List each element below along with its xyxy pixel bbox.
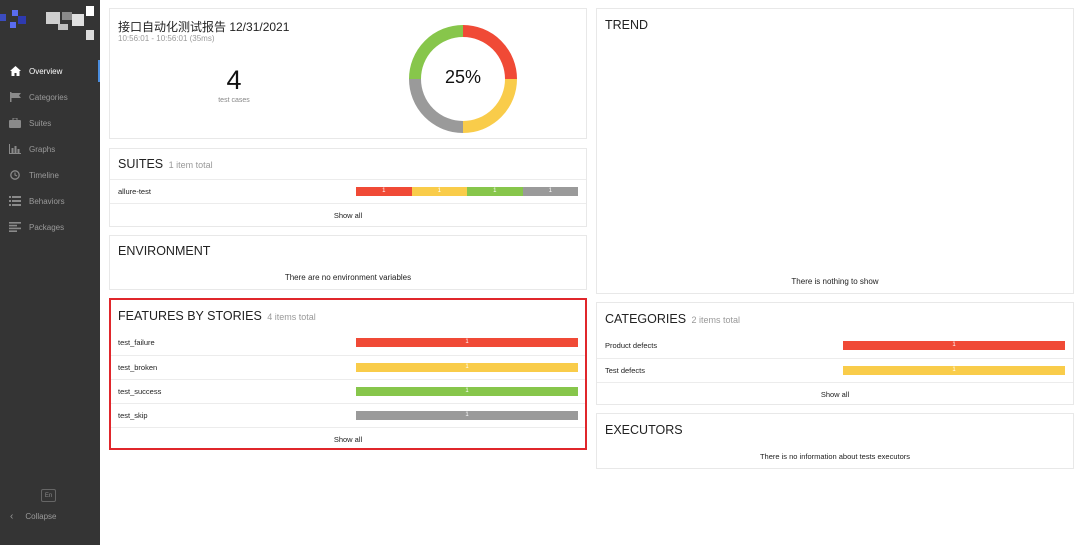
category-name: Test defects (605, 366, 646, 375)
clock-icon (8, 169, 22, 181)
executors-message: There is no information about tests exec… (759, 452, 911, 461)
list-icon (8, 195, 22, 207)
summary-widget: 接口自动化测试报告 12/31/2021 10:56:01 - 10:56:01… (109, 8, 587, 139)
feature-status-bar: 1 (356, 363, 578, 372)
table-row[interactable]: test_success 1 (111, 379, 585, 403)
sidebar-item-label: Graphs (29, 144, 56, 154)
categories-title-row: CATEGORIES 2 items total (605, 312, 740, 326)
sidebar-item-label: Behaviors (29, 196, 65, 206)
bar-chart-icon (8, 143, 22, 155)
show-all-row: Show all (111, 427, 585, 451)
success-rate-percent: 25% (444, 67, 482, 87)
report-title: 接口自动化测试报告 12/31/2021 (118, 20, 290, 34)
sidebar-item-graphs[interactable]: Graphs (0, 136, 100, 162)
environment-message: There are no environment variables (284, 273, 412, 282)
trend-title: TREND (605, 18, 649, 32)
skipped-segment: 1 (522, 187, 578, 196)
executors-widget: EXECUTORS There is no information about … (596, 413, 1074, 469)
report-time: 10:56:01 - 10:56:01 (35ms) (118, 34, 215, 43)
feature-name: test_broken (118, 363, 158, 372)
passed-segment: 1 (356, 387, 578, 396)
categories-show-all-link[interactable]: Show all (820, 390, 850, 399)
category-name: Product defects (605, 341, 658, 350)
home-icon (8, 65, 22, 77)
feature-status-bar: 1 (356, 338, 578, 347)
table-row[interactable]: test_broken 1 (111, 355, 585, 379)
features-subtitle: 4 items total (267, 312, 316, 322)
sidebar: Overview Categories Suites Graphs Timeli… (0, 0, 100, 545)
sidebar-item-suites[interactable]: Suites (0, 110, 100, 136)
category-status-bar: 1 (843, 341, 1065, 350)
categories-subtitle: 2 items total (691, 315, 741, 325)
passed-segment: 1 (467, 187, 523, 196)
skipped-segment: 1 (356, 411, 578, 420)
environment-title: ENVIRONMENT (118, 244, 211, 258)
flag-icon (8, 91, 22, 103)
feature-name: test_failure (118, 338, 155, 347)
language-button[interactable]: En (41, 489, 56, 502)
sidebar-item-overview[interactable]: Overview (0, 58, 100, 84)
executors-title: EXECUTORS (605, 423, 683, 437)
environment-widget: ENVIRONMENT There are no environment var… (109, 235, 587, 290)
test-case-count: 4 (226, 65, 242, 95)
sidebar-item-categories[interactable]: Categories (0, 84, 100, 110)
show-all-row: Show all (597, 382, 1073, 406)
categories-title: CATEGORIES (605, 312, 687, 326)
suite-name: allure-test (118, 187, 151, 196)
align-left-icon (8, 221, 22, 233)
chevron-left-icon: ‹ (10, 511, 14, 522)
sidebar-item-behaviors[interactable]: Behaviors (0, 188, 100, 214)
feature-name: test_success (118, 387, 162, 396)
sidebar-nav: Overview Categories Suites Graphs Timeli… (0, 58, 100, 240)
sidebar-item-label: Timeline (29, 170, 59, 180)
collapse-label: Collapse (25, 512, 57, 521)
suites-show-all-link[interactable]: Show all (333, 211, 363, 220)
suite-status-bar: 1 1 1 1 (356, 187, 578, 196)
table-row[interactable]: test_failure 1 (111, 331, 585, 355)
suites-title: SUITES (118, 157, 164, 171)
broken-segment: 1 (843, 366, 1065, 375)
success-rate-donut (409, 25, 517, 133)
failed-segment: 1 (843, 341, 1065, 350)
failed-segment: 1 (356, 187, 412, 196)
sidebar-item-label: Suites (29, 118, 52, 128)
show-all-row: Show all (110, 203, 586, 227)
trend-widget: TREND There is nothing to show (596, 8, 1074, 294)
categories-widget: CATEGORIES 2 items total Product defects… (596, 302, 1074, 405)
table-row[interactable]: test_skip 1 (111, 403, 585, 427)
donut-segment-failed[interactable] (462, 25, 517, 80)
feature-name: test_skip (118, 411, 148, 420)
donut-segment-passed[interactable] (409, 25, 464, 80)
test-case-label: test cases (218, 97, 250, 104)
broken-segment: 1 (411, 187, 467, 196)
sidebar-item-label: Overview (29, 66, 63, 76)
failed-segment: 1 (356, 338, 578, 347)
feature-status-bar: 1 (356, 411, 578, 420)
logo (0, 0, 100, 50)
sidebar-item-label: Packages (29, 222, 65, 232)
features-by-stories-widget: FEATURES BY STORIES 4 items total test_f… (109, 298, 587, 450)
features-show-all-link[interactable]: Show all (333, 435, 363, 444)
sidebar-item-label: Categories (29, 92, 68, 102)
features-title: FEATURES BY STORIES (118, 309, 262, 323)
suites-title-row: SUITES 1 item total (118, 157, 213, 171)
suites-subtitle: 1 item total (168, 160, 213, 170)
donut-segment-broken[interactable] (462, 78, 517, 133)
sidebar-item-packages[interactable]: Packages (0, 214, 100, 240)
briefcase-icon (8, 117, 22, 129)
collapse-button[interactable]: ‹ Collapse (10, 511, 56, 522)
table-row[interactable]: allure-test 1 1 1 1 (110, 179, 586, 203)
donut-segment-skipped[interactable] (409, 78, 464, 133)
category-status-bar: 1 (843, 366, 1065, 375)
suites-widget: SUITES 1 item total allure-test 1 1 1 1 … (109, 148, 587, 227)
sidebar-item-timeline[interactable]: Timeline (0, 162, 100, 188)
table-row[interactable]: Product defects 1 (597, 334, 1073, 358)
trend-message: There is nothing to show (791, 277, 879, 286)
feature-status-bar: 1 (356, 387, 578, 396)
broken-segment: 1 (356, 363, 578, 372)
features-title-row: FEATURES BY STORIES 4 items total (118, 309, 316, 323)
table-row[interactable]: Test defects 1 (597, 358, 1073, 382)
